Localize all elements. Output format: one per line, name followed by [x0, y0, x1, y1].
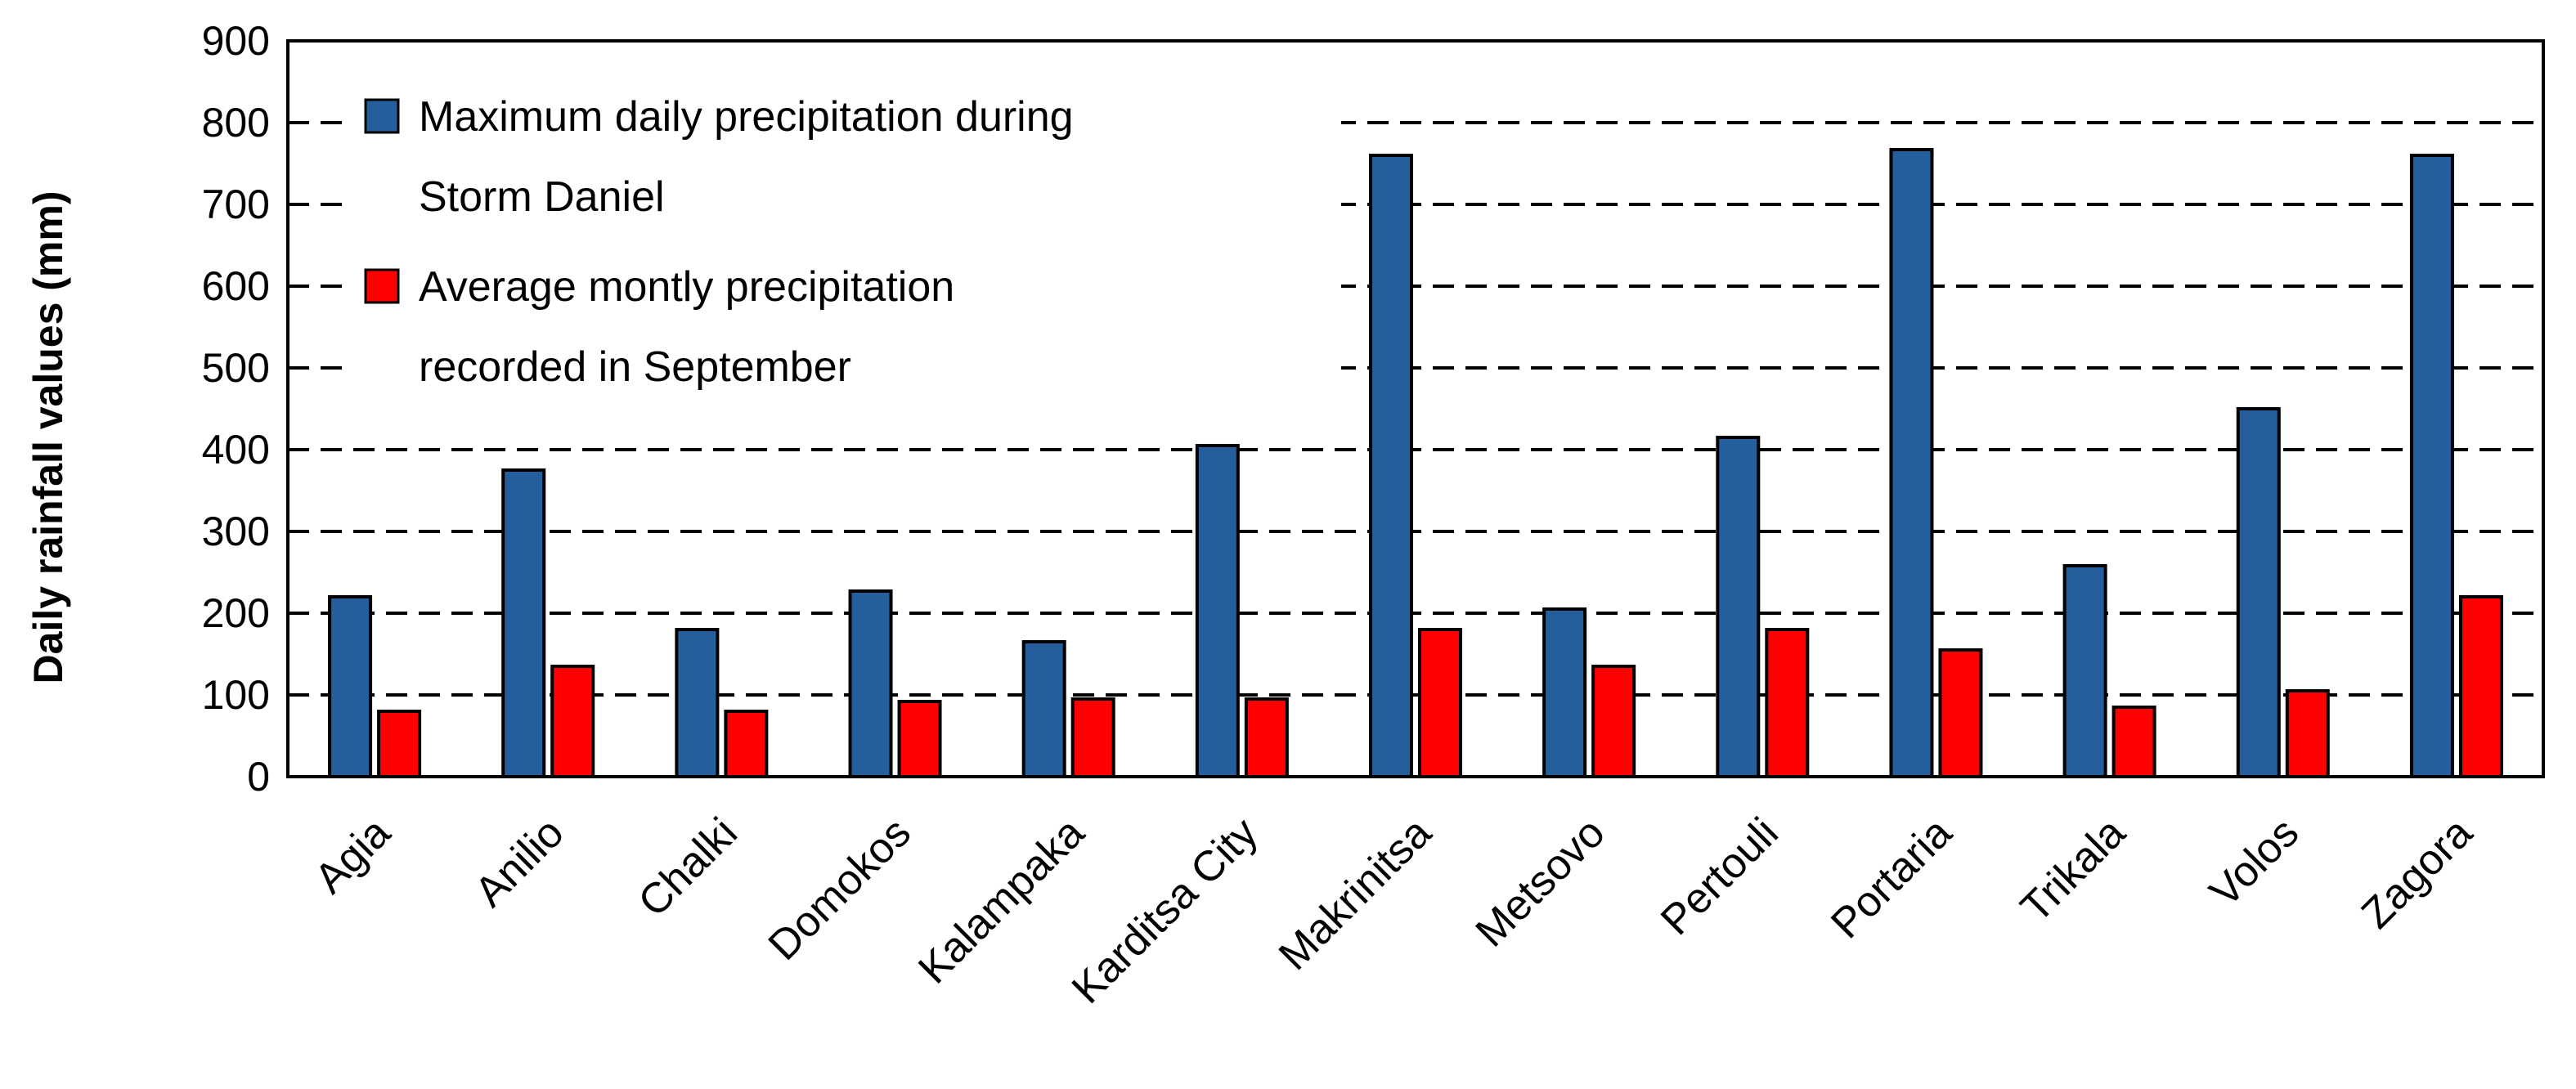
max-daily-bar: [1369, 154, 1413, 778]
legend-label: Maximum daily precipitation during: [419, 93, 1074, 141]
y-tick-label: 800: [202, 100, 270, 146]
avg-monthly-bar: [1938, 648, 1983, 778]
x-tick-label: Agia: [306, 809, 400, 903]
legend-label: Storm Daniel: [419, 173, 665, 221]
x-tick-label: Anilio: [466, 809, 573, 916]
x-tick-labels: Agia Anilio Chalki DomokosKalampakaKarditsa…: [306, 809, 2482, 1012]
max-daily-bar: [2236, 407, 2281, 778]
y-tick-label: 400: [202, 427, 270, 473]
max-daily-bar: [1542, 607, 1587, 778]
axes: [286, 39, 2545, 778]
x-tick-label: Zagora: [2353, 809, 2482, 938]
legend-label: Average montly precipitation: [419, 263, 954, 311]
x-tick-label: Volos: [2201, 809, 2308, 916]
x-tick-label: Domokos: [760, 809, 920, 969]
y-axis-title: Daily rainfall values (mm): [25, 190, 71, 683]
max-daily-bar: [2062, 564, 2107, 778]
x-tick-label: Portaria: [1822, 809, 1961, 948]
max-daily-bar: [2409, 154, 2454, 778]
avg-monthly-bar: [2458, 595, 2503, 778]
avg-monthly-bar: [1591, 665, 1636, 778]
avg-monthly-bar: [377, 710, 422, 778]
y-tick-label: 500: [202, 345, 270, 391]
x-tick-label: Pertouli: [1652, 809, 1788, 944]
avg-monthly-bar: [550, 665, 595, 778]
max-daily-bar: [1889, 148, 1934, 778]
y-tick-label: 300: [202, 509, 270, 554]
max-daily-bar: [501, 468, 546, 778]
legend-label: recorded in September: [419, 343, 851, 391]
max-daily-bar: [1716, 436, 1761, 778]
avg-monthly-bar: [1244, 697, 1289, 778]
x-tick-label: Trikala: [2012, 809, 2134, 931]
max-daily-bar: [1021, 640, 1066, 778]
legend-swatch-max-daily: [364, 98, 400, 134]
y-tick-label: 900: [202, 18, 270, 64]
legend-swatch-avg-monthly: [364, 268, 400, 304]
x-tick-label: Metsovo: [1467, 809, 1614, 956]
avg-monthly-bar: [1765, 628, 1810, 778]
avg-monthly-bar: [724, 710, 769, 778]
max-daily-bar: [1195, 444, 1240, 778]
x-tick-label: Chalki: [630, 809, 747, 925]
x-tick-label: Makrinitsa: [1270, 809, 1441, 979]
avg-monthly-bar: [1418, 628, 1462, 778]
plot-frame: [286, 39, 2545, 778]
y-tick-labels: 0 100 200 300 400 500 600 700 800 900: [202, 18, 270, 800]
y-tick-label: 700: [202, 182, 270, 227]
max-daily-bar: [848, 589, 893, 778]
x-tick-label: Karditsa City: [1063, 809, 1267, 1012]
y-tick-label: 0: [247, 754, 270, 800]
avg-monthly-bar: [2112, 706, 2156, 778]
avg-monthly-bar: [1070, 697, 1115, 778]
y-tick-label: 200: [202, 590, 270, 636]
bars: [328, 148, 2503, 778]
avg-monthly-bar: [897, 700, 942, 778]
y-tick-label: 100: [202, 672, 270, 718]
y-tick-label: 600: [202, 263, 270, 309]
max-daily-bar: [675, 628, 720, 778]
max-daily-bar: [328, 595, 373, 778]
avg-monthly-bar: [2285, 689, 2330, 778]
legend-background: [343, 82, 1341, 392]
legend: Maximum daily precipitation during Storm …: [343, 82, 1341, 392]
x-tick-label: Kalampaka: [909, 809, 1093, 993]
